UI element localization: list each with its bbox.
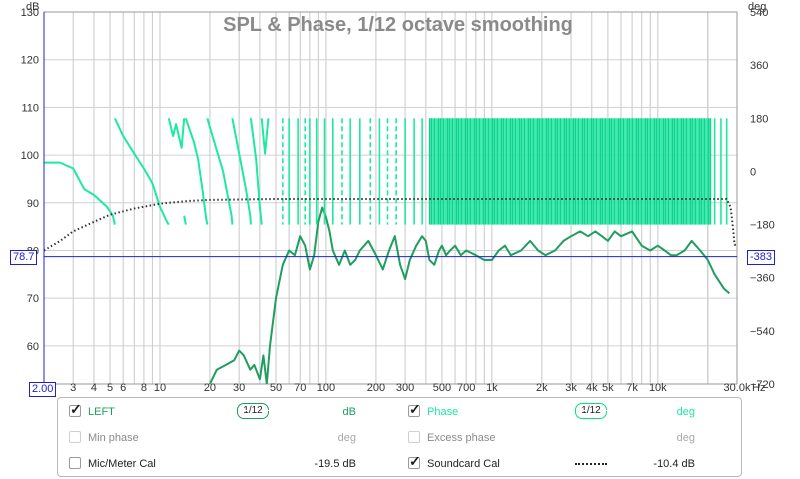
legend-row-cal: Mic/Meter Cal -19.5 dB ✓ Soundcard Cal -… [58, 451, 741, 477]
x-tick-label: 300 [396, 382, 414, 394]
soundcard-cal-line-swatch [575, 463, 607, 465]
x-tick-label: 4 [91, 382, 97, 394]
phase-unit: deg [676, 406, 695, 418]
series-phase [44, 117, 270, 226]
right-tick-label: −540 [750, 326, 775, 338]
excess-phase-checkbox[interactable] [408, 431, 420, 443]
left-label: LEFT [88, 406, 115, 418]
left-tick-label: 100 [21, 150, 39, 162]
spl-phase-chart[interactable]: SPL & Phase, 1/12 octave smoothing 60708… [0, 0, 800, 396]
left-axis-ticks: 60708090100110120130 [21, 7, 39, 353]
x-tick-label: 5k [602, 382, 614, 394]
right-tick-label: 180 [750, 113, 768, 125]
left-tick-label: 60 [27, 341, 39, 353]
legend-row-min-excess: Min phase deg Excess phase deg [58, 425, 741, 451]
series-left [208, 206, 731, 384]
x-tick-label: 50 [270, 382, 282, 394]
cursor-x-readout: 2.00 [29, 382, 57, 397]
mic-meter-cal-label: Mic/Meter Cal [88, 458, 156, 470]
x-tick-label: 8 [141, 382, 147, 394]
right-tick-label: −360 [750, 273, 775, 285]
x-axis-ticks: 3 4 5 6 8 10 20 30 50 70 100 200 300 500 700 1k 2k 3k 4k 5k… [70, 382, 751, 394]
right-axis-ticks: −720 −540 −360 −180 0 180 360 540 [750, 7, 775, 391]
phase-checkbox[interactable]: ✓ [408, 401, 421, 417]
x-tick-label: 3k [565, 382, 577, 394]
soundcard-cal-label: Soundcard Cal [427, 458, 500, 470]
left-tick-label: 130 [21, 7, 39, 19]
series-soundcard-cal [44, 198, 737, 252]
right-tick-label: 540 [750, 7, 768, 19]
right-tick-label: −180 [750, 220, 775, 232]
excess-phase-label: Excess phase [427, 432, 496, 444]
phase-label: Phase [427, 406, 459, 418]
left-smoothing-button[interactable]: 1/12 [237, 403, 269, 419]
min-phase-checkbox[interactable] [69, 431, 81, 443]
phase-dense-band [282, 118, 728, 225]
x-tick-label: 30.0k [724, 382, 751, 394]
x-tick-label: 10k [649, 382, 667, 394]
x-tick-label: 500 [433, 382, 451, 394]
soundcard-cal-checkbox[interactable]: ✓ [408, 453, 421, 469]
min-phase-label: Min phase [88, 432, 139, 444]
soundcard-cal-value: -10.4 dB [653, 458, 695, 470]
excess-phase-unit: deg [676, 432, 695, 444]
chart-title: SPL & Phase, 1/12 octave smoothing [223, 14, 573, 36]
x-tick-label: 30 [233, 382, 245, 394]
x-axis-unit: Hz [752, 382, 765, 394]
x-tick-label: 200 [367, 382, 385, 394]
x-tick-label: 20 [204, 382, 216, 394]
series-layer [44, 117, 737, 384]
mic-meter-cal-value: -19.5 dB [314, 458, 356, 470]
x-tick-label: 1k [486, 382, 498, 394]
left-tick-label: 120 [21, 55, 39, 67]
cursor-y-readout: 78.7 [10, 249, 38, 265]
phase-band-fill [429, 118, 712, 225]
left-checkbox[interactable]: ✓ [69, 401, 82, 417]
legend-row-left-phase: ✓ LEFT 1/12 dB ✓ Phase 1/12 deg [58, 399, 741, 425]
legend-panel: ✓ LEFT 1/12 dB ✓ Phase 1/12 deg Min phas… [57, 397, 742, 477]
right-tick-label: −720 [750, 379, 775, 391]
right-tick-label: 360 [750, 60, 768, 72]
x-tick-label: 4k [586, 382, 598, 394]
left-tick-label: 90 [27, 198, 39, 210]
x-tick-label: 3 [70, 382, 76, 394]
cursor-right-readout: -383 [747, 249, 776, 265]
left-unit: dB [342, 406, 356, 418]
x-tick-label: 5 [107, 382, 113, 394]
x-tick-label: 7k [626, 382, 638, 394]
x-tick-label: 700 [457, 382, 475, 394]
phase-smoothing-button[interactable]: 1/12 [575, 403, 607, 419]
mic-meter-cal-checkbox[interactable] [69, 457, 81, 469]
x-tick-label: 100 [317, 382, 335, 394]
x-tick-label: 10 [154, 382, 166, 394]
x-tick-label: 2k [536, 382, 548, 394]
left-tick-label: 70 [27, 293, 39, 305]
min-phase-unit: deg [337, 432, 356, 444]
right-axis-unit: deg [748, 1, 766, 13]
left-tick-label: 110 [21, 102, 39, 114]
x-tick-label: 70 [294, 382, 306, 394]
left-axis-unit: dB [26, 1, 39, 13]
right-tick-label: 0 [750, 166, 756, 178]
x-tick-label: 6 [120, 382, 126, 394]
